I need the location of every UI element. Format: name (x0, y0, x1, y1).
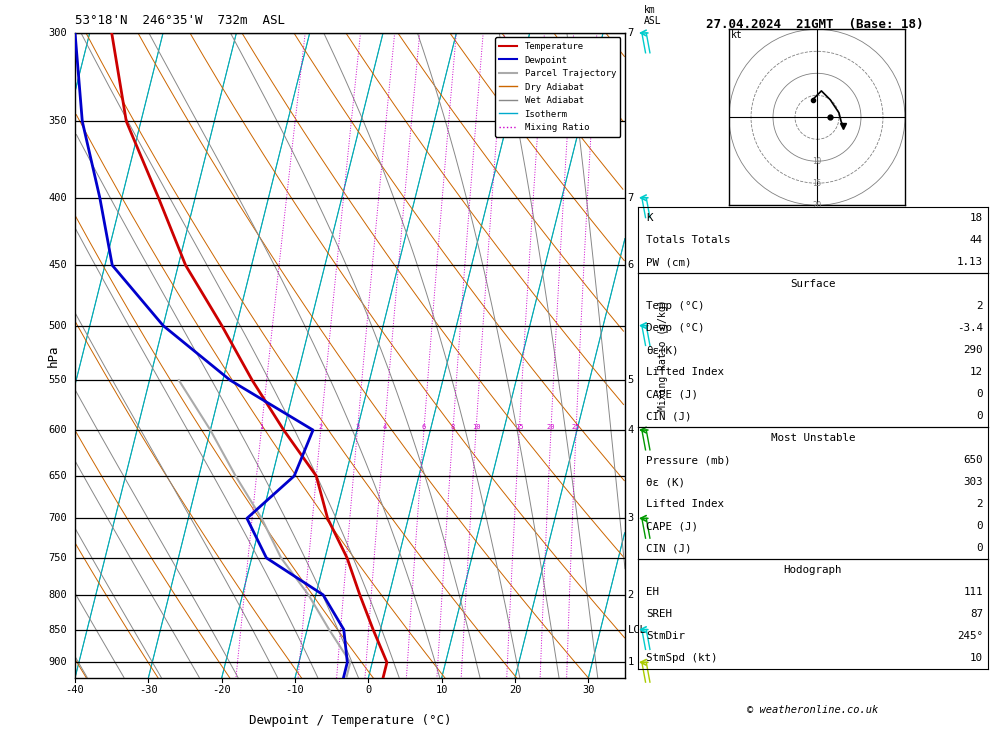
Text: -20: -20 (212, 685, 231, 695)
Text: Dewpoint / Temperature (°C): Dewpoint / Temperature (°C) (249, 713, 451, 726)
Text: 600: 600 (48, 425, 67, 435)
Text: θε (K): θε (K) (646, 477, 685, 487)
Text: Dewp (°C): Dewp (°C) (646, 323, 704, 334)
Text: 1: 1 (628, 658, 634, 667)
Text: hPa: hPa (46, 345, 60, 366)
Text: 500: 500 (48, 320, 67, 331)
Text: 0: 0 (976, 521, 983, 531)
Text: 20: 20 (509, 685, 521, 695)
Text: Lifted Index: Lifted Index (646, 499, 724, 509)
Text: -3.4: -3.4 (957, 323, 983, 334)
Text: 900: 900 (48, 658, 67, 667)
Text: 1.13: 1.13 (957, 257, 983, 268)
Text: StmSpd (kt): StmSpd (kt) (646, 653, 718, 663)
Text: StmDir: StmDir (646, 631, 685, 641)
Text: 300: 300 (48, 28, 67, 38)
Text: PW (cm): PW (cm) (646, 257, 692, 268)
Text: 3: 3 (628, 513, 634, 523)
Text: 8: 8 (451, 424, 455, 430)
Text: θε(K): θε(K) (646, 345, 678, 356)
Text: Surface: Surface (790, 279, 836, 290)
Text: Most Unstable: Most Unstable (771, 433, 855, 443)
Text: 2: 2 (628, 590, 634, 600)
Text: 12: 12 (970, 367, 983, 377)
Text: LCL: LCL (628, 625, 646, 635)
Text: 53°18'N  246°35'W  732m  ASL: 53°18'N 246°35'W 732m ASL (75, 13, 285, 26)
Text: 10: 10 (812, 157, 822, 166)
Text: 4: 4 (382, 424, 387, 430)
Text: -10: -10 (286, 685, 304, 695)
Text: Hodograph: Hodograph (784, 565, 842, 575)
Text: 6: 6 (628, 260, 634, 270)
Text: -30: -30 (139, 685, 158, 695)
Text: 0: 0 (976, 389, 983, 399)
Text: 303: 303 (964, 477, 983, 487)
Text: 4: 4 (628, 425, 634, 435)
Text: 650: 650 (964, 455, 983, 465)
Text: 30: 30 (582, 685, 595, 695)
Text: Temp (°C): Temp (°C) (646, 301, 704, 312)
Text: Lifted Index: Lifted Index (646, 367, 724, 377)
Text: 1: 1 (259, 424, 263, 430)
Text: 2: 2 (319, 424, 323, 430)
Text: Pressure (mb): Pressure (mb) (646, 455, 730, 465)
Text: 111: 111 (964, 587, 983, 597)
Text: 0: 0 (365, 685, 371, 695)
Text: 6: 6 (422, 424, 426, 430)
Text: 27.04.2024  21GMT  (Base: 18): 27.04.2024 21GMT (Base: 18) (706, 18, 924, 32)
Text: 650: 650 (48, 471, 67, 481)
Text: 850: 850 (48, 625, 67, 635)
Text: 10: 10 (970, 653, 983, 663)
Text: 290: 290 (964, 345, 983, 356)
Text: CIN (J): CIN (J) (646, 543, 692, 553)
Text: km
ASL: km ASL (644, 5, 662, 26)
Text: Mixing Ratio (g/kg): Mixing Ratio (g/kg) (658, 300, 668, 411)
Text: 20: 20 (547, 424, 555, 430)
Text: 25: 25 (572, 424, 580, 430)
Text: 2: 2 (976, 301, 983, 312)
Text: 20: 20 (812, 201, 822, 210)
Text: CAPE (J): CAPE (J) (646, 389, 698, 399)
Text: CAPE (J): CAPE (J) (646, 521, 698, 531)
Text: kt: kt (731, 30, 743, 40)
Text: 7: 7 (628, 193, 634, 203)
Text: 0: 0 (976, 411, 983, 421)
Text: 15: 15 (515, 424, 524, 430)
Text: 5: 5 (628, 375, 634, 386)
Text: K: K (646, 213, 652, 224)
Text: 750: 750 (48, 553, 67, 563)
Text: 44: 44 (970, 235, 983, 246)
Text: EH: EH (646, 587, 659, 597)
Text: 10: 10 (435, 685, 448, 695)
Text: 700: 700 (48, 513, 67, 523)
Text: 800: 800 (48, 590, 67, 600)
Text: 10: 10 (472, 424, 480, 430)
Text: 0: 0 (976, 543, 983, 553)
Text: SREH: SREH (646, 609, 672, 619)
Text: 450: 450 (48, 260, 67, 270)
Text: CIN (J): CIN (J) (646, 411, 692, 421)
Text: 3: 3 (355, 424, 360, 430)
Text: 2: 2 (976, 499, 983, 509)
Text: 87: 87 (970, 609, 983, 619)
Text: © weatheronline.co.uk: © weatheronline.co.uk (747, 704, 879, 715)
Text: 245°: 245° (957, 631, 983, 641)
Text: 7: 7 (628, 28, 634, 38)
Text: -40: -40 (66, 685, 84, 695)
Text: 350: 350 (48, 117, 67, 126)
Text: Totals Totals: Totals Totals (646, 235, 730, 246)
Text: 18: 18 (970, 213, 983, 224)
Legend: Temperature, Dewpoint, Parcel Trajectory, Dry Adiabat, Wet Adiabat, Isotherm, Mi: Temperature, Dewpoint, Parcel Trajectory… (495, 37, 620, 136)
Text: 400: 400 (48, 193, 67, 203)
Text: 550: 550 (48, 375, 67, 386)
Text: 15: 15 (812, 179, 822, 188)
